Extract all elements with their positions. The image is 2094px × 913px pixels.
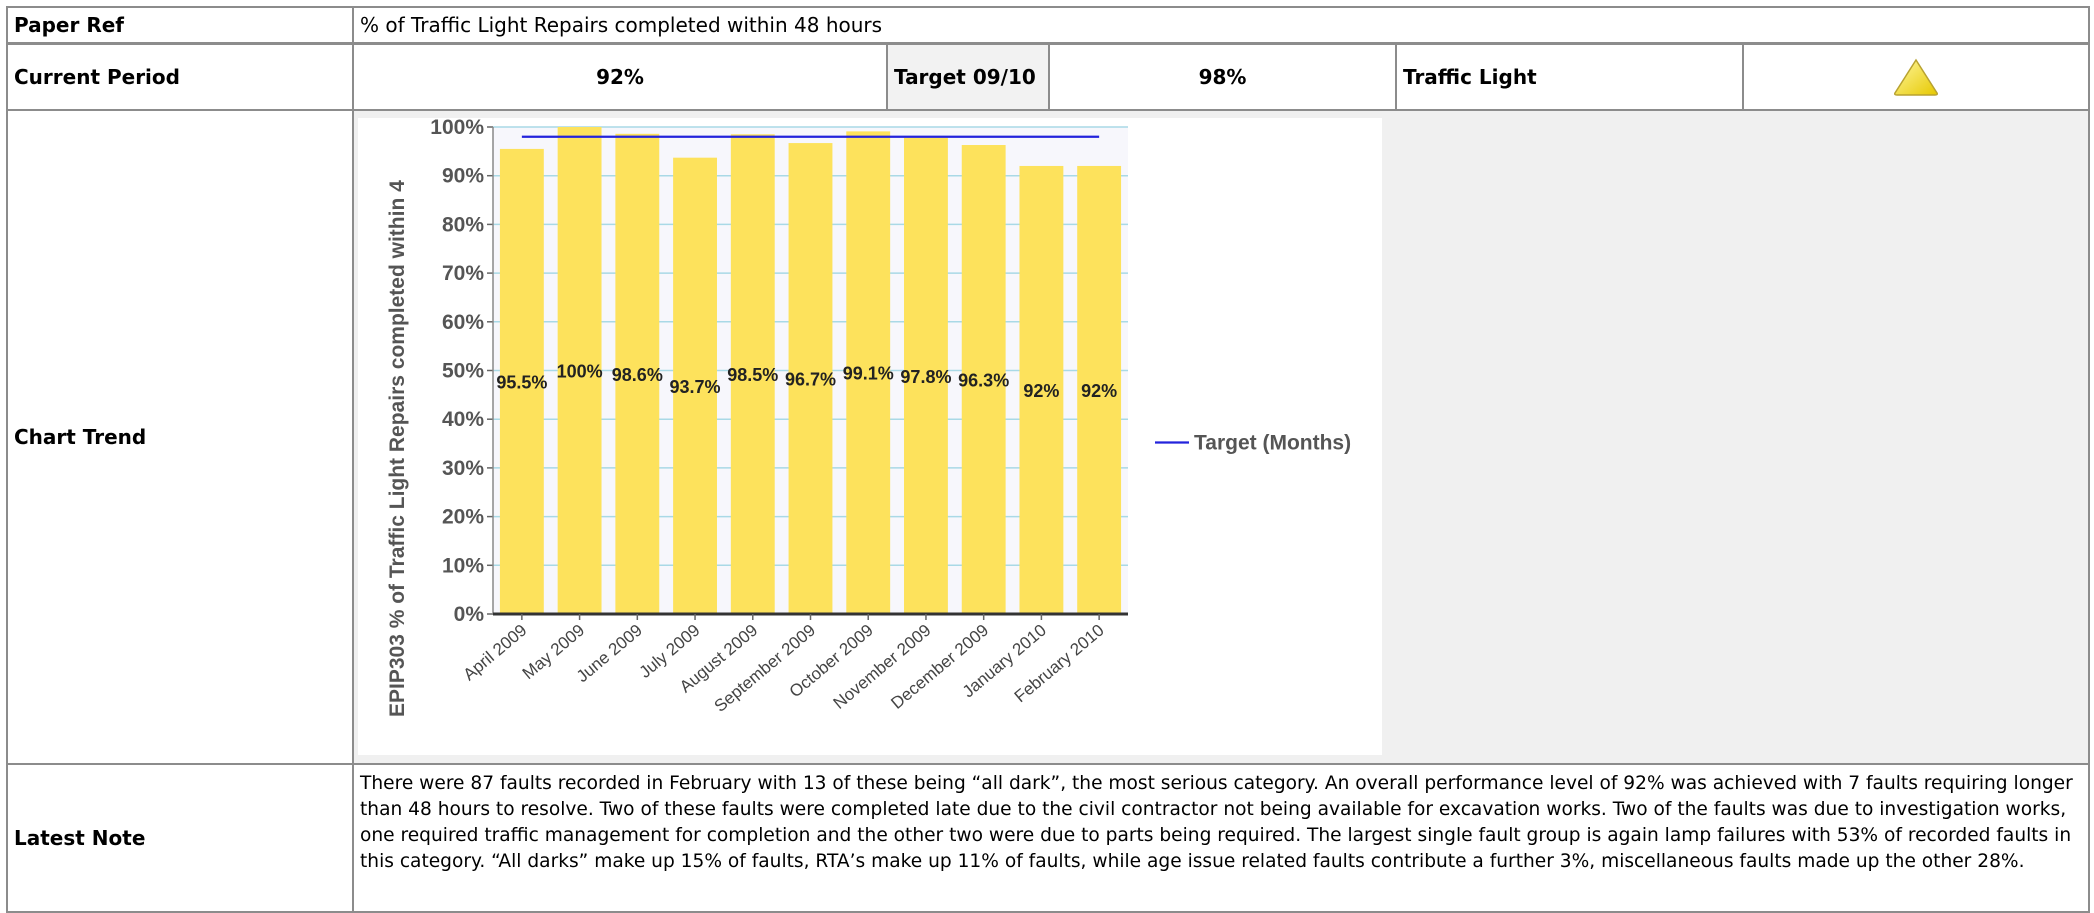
value-label: 96.7%: [785, 370, 836, 390]
bar: [615, 133, 660, 614]
bar: [1077, 165, 1122, 614]
bar: [961, 145, 1006, 615]
traffic-light-cell: [1742, 43, 2090, 111]
y-tick-label: 70%: [442, 262, 484, 285]
bar: [788, 143, 833, 615]
chart: EPIP303 % of Traffic Light Repairs compl…: [358, 118, 1382, 755]
y-axis-label: EPIP303 % of Traffic Light Repairs compl…: [386, 180, 409, 717]
legend-label: Target (Months): [1194, 432, 1351, 455]
value-label: 98.5%: [727, 365, 778, 385]
bar: [1019, 165, 1064, 614]
y-tick-label: 100%: [430, 118, 484, 139]
paper-ref: % of Traffic Light Repairs completed wit…: [352, 6, 2090, 44]
traffic-light-icon: [1894, 58, 1938, 96]
bar: [557, 127, 602, 614]
y-tick-label: 90%: [442, 165, 484, 188]
y-tick-label: 30%: [442, 457, 484, 480]
bar: [673, 157, 717, 614]
value-label: 92%: [1023, 381, 1059, 401]
value-label: 93.7%: [670, 377, 721, 397]
value-label: 95.5%: [496, 372, 547, 392]
bar: [904, 137, 948, 615]
value-label: 98.6%: [612, 365, 663, 385]
y-tick-label: 50%: [442, 360, 484, 383]
row-label: Chart Trend: [6, 109, 354, 765]
y-tick-label: 10%: [442, 554, 484, 577]
y-tick-label: 40%: [442, 408, 484, 431]
y-tick-label: 60%: [442, 311, 484, 334]
value-label: 96.3%: [958, 371, 1009, 391]
bar: [499, 148, 544, 614]
y-tick-label: 0%: [454, 603, 485, 626]
y-tick-label: 20%: [442, 506, 484, 529]
traffic-light-label: Traffic Light: [1395, 43, 1744, 111]
value-label: 100%: [557, 362, 603, 382]
value-label: 99.1%: [843, 364, 894, 384]
row-label: Latest Note: [6, 763, 354, 913]
row-label: Paper Ref: [6, 6, 354, 44]
bar: [730, 134, 775, 614]
bar: [846, 131, 891, 614]
y-tick-label: 80%: [442, 213, 484, 236]
value-label: 92%: [1081, 381, 1117, 401]
value-label: 97.8%: [900, 367, 951, 387]
target-label: Target 09/10: [886, 43, 1050, 111]
current-value: 92%: [352, 43, 888, 111]
row-label: Current Period: [6, 43, 354, 111]
latest-note: There were 87 faults recorded in Februar…: [352, 763, 2090, 913]
target-value: 98%: [1048, 43, 1397, 111]
